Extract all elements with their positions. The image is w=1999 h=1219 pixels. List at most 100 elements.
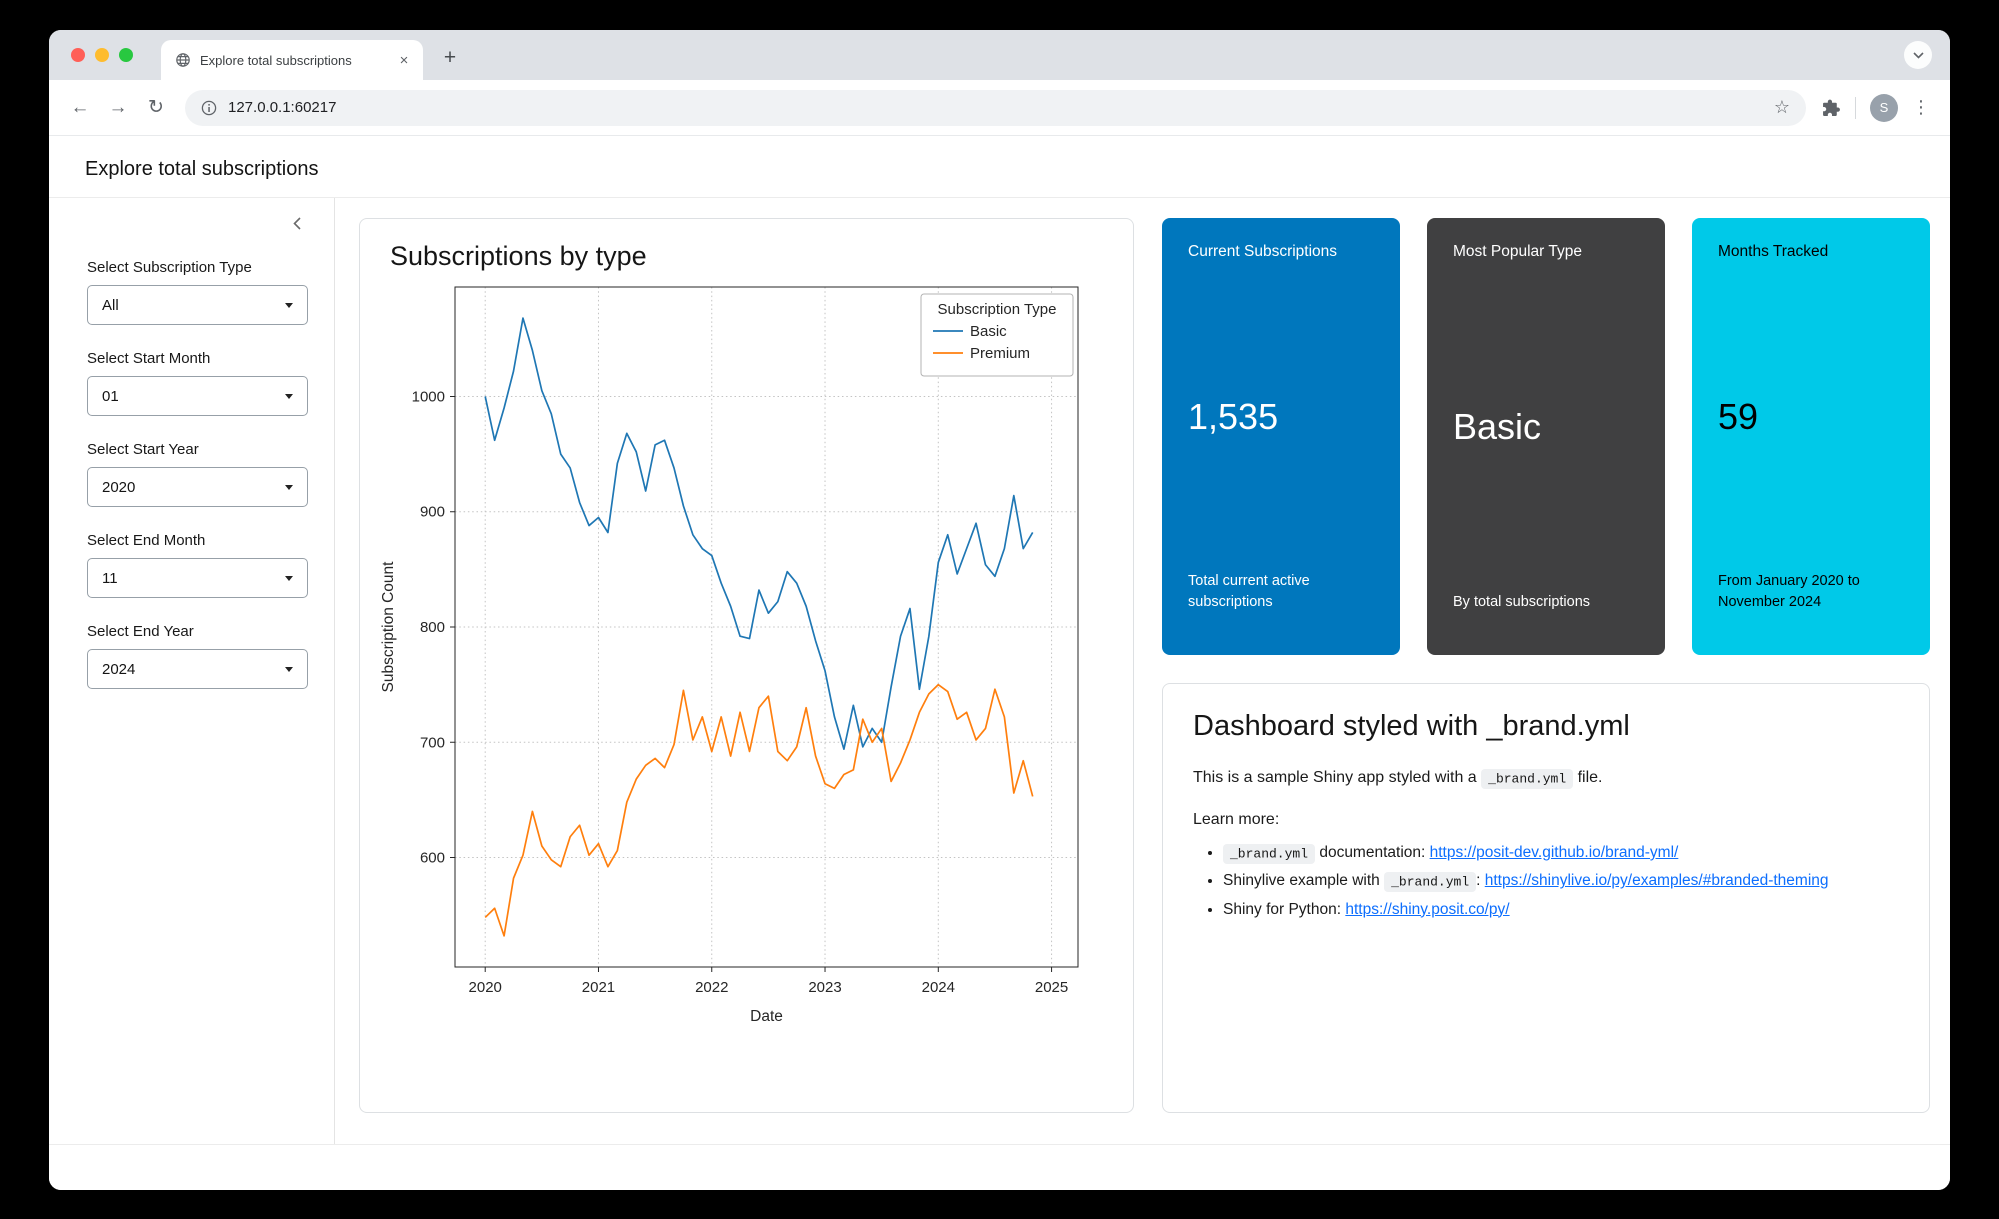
menu-kebab-icon[interactable]: ⋮ bbox=[1912, 97, 1930, 118]
address-bar[interactable]: 127.0.0.1:60217 ☆ bbox=[185, 90, 1806, 126]
browser-window: Explore total subscriptions × + ← → ↻ 12… bbox=[49, 30, 1950, 1190]
value-box-row: Current Subscriptions 1,535 Total curren… bbox=[1162, 218, 1930, 655]
site-info-icon[interactable] bbox=[201, 100, 217, 116]
forward-button[interactable]: → bbox=[101, 91, 135, 125]
svg-text:2021: 2021 bbox=[582, 979, 615, 996]
shiny-python-link[interactable]: https://shiny.posit.co/py/ bbox=[1345, 901, 1509, 918]
subscriptions-chart-card: Subscriptions by type 202020212022202320… bbox=[359, 218, 1134, 1113]
start-year-value: 2020 bbox=[102, 479, 135, 496]
svg-text:Subscription Type: Subscription Type bbox=[938, 301, 1057, 318]
value-box-most-popular-type: Most Popular Type Basic By total subscri… bbox=[1427, 218, 1665, 655]
traffic-lights bbox=[71, 48, 133, 62]
svg-text:2025: 2025 bbox=[1035, 979, 1068, 996]
tab-search-chevron-icon[interactable] bbox=[1904, 41, 1932, 69]
learn-more-list: _brand.yml documentation: https://posit-… bbox=[1199, 841, 1899, 921]
extensions-puzzle-icon[interactable] bbox=[1822, 98, 1841, 117]
control-end-year: Select End Year 2024 bbox=[87, 623, 308, 689]
chevron-down-icon bbox=[285, 394, 293, 399]
value-box-months-tracked: Months Tracked 59 From January 2020 to N… bbox=[1692, 218, 1930, 655]
new-tab-button[interactable]: + bbox=[437, 45, 463, 71]
window-zoom-button[interactable] bbox=[119, 48, 133, 62]
value-box-value: Basic bbox=[1453, 406, 1639, 448]
app-page: Explore total subscriptions Select Subsc… bbox=[49, 136, 1950, 1190]
list-item: Shiny for Python: https://shiny.posit.co… bbox=[1223, 898, 1899, 921]
control-start-month: Select Start Month 01 bbox=[87, 350, 308, 416]
tab-strip: Explore total subscriptions × + bbox=[49, 30, 1950, 80]
back-button[interactable]: ← bbox=[63, 91, 97, 125]
globe-favicon-icon bbox=[175, 52, 191, 68]
svg-text:Premium: Premium bbox=[970, 345, 1030, 362]
chevron-down-icon bbox=[285, 485, 293, 490]
svg-text:Basic: Basic bbox=[970, 323, 1007, 340]
end-year-select[interactable]: 2024 bbox=[87, 649, 308, 689]
svg-text:800: 800 bbox=[420, 619, 445, 636]
svg-text:2022: 2022 bbox=[695, 979, 728, 996]
list-item: Shinylive example with _brand.yml: https… bbox=[1223, 869, 1899, 892]
tab-title: Explore total subscriptions bbox=[200, 53, 386, 68]
value-box-caption: From January 2020 to November 2024 bbox=[1718, 571, 1904, 613]
chevron-down-icon bbox=[285, 303, 293, 308]
svg-text:900: 900 bbox=[420, 504, 445, 521]
value-box-caption: By total subscriptions bbox=[1453, 592, 1639, 613]
subscriptions-line-chart: 2020 2021 2022 2023 2024 2025 600 700 800 900 1000… bbox=[360, 272, 1133, 1082]
intro-prefix: This is a sample Shiny app styled with a bbox=[1193, 769, 1481, 786]
value-box-value: 1,535 bbox=[1188, 396, 1374, 438]
control-subscription-type: Select Subscription Type All bbox=[87, 259, 308, 325]
tab-close-icon[interactable]: × bbox=[395, 51, 413, 69]
bullet-text: documentation: bbox=[1315, 844, 1430, 861]
brand-yml-docs-link[interactable]: https://posit-dev.github.io/brand-yml/ bbox=[1430, 844, 1679, 861]
app-body: Select Subscription Type All Select Star… bbox=[49, 198, 1950, 1145]
value-box-title: Months Tracked bbox=[1718, 242, 1904, 263]
window-close-button[interactable] bbox=[71, 48, 85, 62]
info-card-title: Dashboard styled with _brand.yml bbox=[1193, 710, 1899, 743]
start-month-label: Select Start Month bbox=[87, 350, 308, 367]
browser-tab[interactable]: Explore total subscriptions × bbox=[161, 40, 423, 80]
reload-button[interactable]: ↻ bbox=[139, 91, 173, 125]
svg-text:1000: 1000 bbox=[412, 388, 445, 405]
subscription-type-select[interactable]: All bbox=[87, 285, 308, 325]
sidebar: Select Subscription Type All Select Star… bbox=[49, 198, 335, 1144]
window-minimize-button[interactable] bbox=[95, 48, 109, 62]
inline-code: _brand.yml bbox=[1481, 769, 1573, 789]
svg-text:Date: Date bbox=[750, 1008, 783, 1025]
sidebar-collapse-button[interactable] bbox=[286, 212, 308, 234]
profile-avatar[interactable]: S bbox=[1870, 94, 1898, 122]
end-month-label: Select End Month bbox=[87, 532, 308, 549]
bullet-text: : bbox=[1476, 872, 1485, 889]
svg-text:700: 700 bbox=[420, 734, 445, 751]
value-box-title: Current Subscriptions bbox=[1188, 242, 1374, 263]
inline-code: _brand.yml bbox=[1223, 844, 1315, 864]
intro-suffix: file. bbox=[1573, 769, 1602, 786]
url-text: 127.0.0.1:60217 bbox=[228, 99, 336, 116]
value-box-current-subscriptions: Current Subscriptions 1,535 Total curren… bbox=[1162, 218, 1400, 655]
end-month-select[interactable]: 11 bbox=[87, 558, 308, 598]
start-month-value: 01 bbox=[102, 388, 119, 405]
svg-text:2023: 2023 bbox=[808, 979, 841, 996]
end-year-value: 2024 bbox=[102, 661, 135, 678]
main-content: Subscriptions by type 202020212022202320… bbox=[335, 198, 1950, 1144]
shinylive-example-link[interactable]: https://shinylive.io/py/examples/#brande… bbox=[1485, 872, 1829, 889]
toolbar-right: S ⋮ bbox=[1822, 94, 1930, 122]
inline-code: _brand.yml bbox=[1384, 872, 1476, 892]
list-item: _brand.yml documentation: https://posit-… bbox=[1223, 841, 1899, 864]
page-title: Explore total subscriptions bbox=[49, 136, 1950, 198]
browser-toolbar: ← → ↻ 127.0.0.1:60217 ☆ S ⋮ bbox=[49, 80, 1950, 136]
svg-text:600: 600 bbox=[420, 850, 445, 867]
svg-text:2020: 2020 bbox=[469, 979, 502, 996]
sidebar-collapse-row bbox=[87, 212, 308, 234]
bookmark-star-icon[interactable]: ☆ bbox=[1774, 97, 1790, 118]
start-month-select[interactable]: 01 bbox=[87, 376, 308, 416]
end-month-value: 11 bbox=[102, 570, 118, 587]
start-year-select[interactable]: 2020 bbox=[87, 467, 308, 507]
chevron-down-icon bbox=[285, 667, 293, 672]
start-year-label: Select Start Year bbox=[87, 441, 308, 458]
chart-title: Subscriptions by type bbox=[360, 219, 1133, 272]
svg-text:Subscription Count: Subscription Count bbox=[380, 561, 397, 693]
subscription-type-value: All bbox=[102, 297, 119, 314]
bullet-text: Shinylive example with bbox=[1223, 872, 1384, 889]
svg-text:2024: 2024 bbox=[922, 979, 955, 996]
value-box-caption: Total current active subscriptions bbox=[1188, 571, 1374, 613]
toolbar-separator bbox=[1855, 97, 1856, 119]
value-box-title: Most Popular Type bbox=[1453, 242, 1639, 263]
end-year-label: Select End Year bbox=[87, 623, 308, 640]
